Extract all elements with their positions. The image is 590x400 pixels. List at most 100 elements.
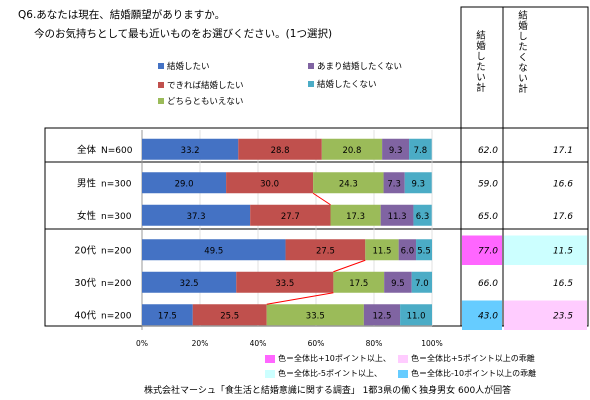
bar-segment [226, 172, 314, 194]
want-total-header: 結婚したい計 [474, 30, 485, 93]
want-total-highlight [462, 300, 502, 330]
bar-segment [413, 204, 432, 226]
note-label: 色＝全体比-5ポイント以上、 [278, 369, 382, 378]
category-n-label: n=300 [101, 212, 132, 222]
bar-value-label: 6.3 [416, 212, 430, 222]
note-swatch [398, 354, 408, 363]
x-tick-label: 40% [250, 339, 267, 348]
bar-segment [250, 204, 331, 226]
want-total-value: 65.0 [478, 212, 498, 222]
bar-value-label: 28.8 [271, 146, 290, 156]
x-tick-label: 80% [366, 339, 383, 348]
not-want-total-value: 17.6 [553, 212, 573, 222]
bar-segment [409, 138, 432, 160]
bar-segment [330, 204, 381, 226]
bar-value-label: 6.0 [401, 246, 415, 256]
not-want-total-value: 16.6 [553, 179, 573, 189]
bar-value-label: 11.5 [373, 246, 392, 256]
bar-segment [192, 304, 267, 326]
x-tick-label: 60% [308, 339, 325, 348]
bar-segment [383, 172, 405, 194]
bar-value-label: 5.5 [417, 246, 431, 256]
not-want-total-value: 17.1 [553, 146, 573, 156]
not-want-total-highlight [504, 235, 587, 265]
x-tick-label: 100% [421, 339, 442, 348]
x-tick-label: 0% [136, 339, 148, 348]
highlight-note: 色＝全体比+10ポイント以上、 [265, 353, 391, 364]
bar-value-label: 17.5 [349, 279, 368, 289]
bar-segment [313, 172, 384, 194]
bar-value-label: 7.8 [414, 146, 428, 156]
bar-value-label: 9.3 [389, 146, 403, 156]
bar-value-label: 7.3 [387, 179, 401, 189]
want-total-value: 59.0 [478, 179, 498, 189]
highlight-note: 色＝全体比-5ポイント以上、 [265, 368, 382, 379]
bar-segment [321, 138, 383, 160]
category-group-label: 男性 [77, 177, 97, 189]
bar-value-label: 12.5 [373, 311, 392, 321]
bar-segment [380, 204, 414, 226]
highlight-note: 色＝全体比-10ポイント以上の乖離 [398, 368, 536, 379]
bar-segment [384, 271, 412, 293]
want-total-value: 77.0 [478, 246, 498, 256]
bar-value-label: 37.3 [187, 212, 206, 222]
bar-value-label: 11.0 [407, 311, 426, 321]
want-total-connector [266, 292, 334, 305]
question-title: Q6.あなたは現在、結婚願望がありますか。 [18, 9, 226, 21]
bar-segment [416, 239, 432, 261]
bar-segment [411, 271, 432, 293]
bar-segment [142, 271, 237, 293]
bar-segment [142, 304, 193, 326]
bar-value-label: 9.3 [411, 179, 425, 189]
want-total-value: 43.0 [478, 311, 498, 321]
highlight-note: 色＝全体比+5ポイント以上の乖離 [398, 353, 535, 364]
note-label: 色＝全体比-10ポイント以上の乖離 [411, 369, 537, 378]
bar-segment [404, 172, 432, 194]
category-n-label: N=600 [101, 146, 133, 156]
bar-value-label: 49.5 [204, 246, 223, 256]
category-group-label: 40代 [74, 310, 96, 321]
bar-segment [266, 304, 364, 326]
note-swatch [265, 354, 275, 363]
bar-segment [365, 239, 399, 261]
bar-segment [285, 239, 366, 261]
bar-value-label: 33.5 [275, 279, 294, 289]
bar-segment [142, 204, 251, 226]
bar-value-label: 29.0 [175, 179, 194, 189]
category-n-label: n=200 [101, 246, 132, 256]
note-swatch [398, 369, 408, 378]
bar-value-label: 33.5 [306, 311, 325, 321]
category-group-label: 20代 [74, 245, 96, 256]
question-instruction: 今のお気持ちとして最も近いものをお選びください。(1つ選択) [34, 28, 333, 40]
not-want-total-value: 11.5 [553, 246, 573, 256]
note-swatch [265, 369, 275, 378]
not-want-total-value: 16.5 [553, 279, 573, 289]
source-footer: 株式会社マーシュ「食生活と結婚意識に関する調査」 1都3県の働く独身男女 600… [144, 386, 512, 396]
want-total-value: 66.0 [478, 279, 498, 289]
category-group-label: 全体 [77, 144, 97, 156]
bar-value-label: 30.0 [260, 179, 279, 189]
bar-segment [142, 172, 227, 194]
category-group-label: 女性 [77, 210, 97, 222]
want-total-highlight [462, 235, 502, 265]
bar-segment [238, 138, 322, 160]
note-label: 色＝全体比+10ポイント以上、 [278, 354, 391, 363]
bar-segment [382, 138, 410, 160]
bar-segment [142, 239, 286, 261]
bar-value-label: 11.3 [388, 212, 407, 222]
want-total-connector [312, 192, 331, 206]
bar-segment [142, 138, 239, 160]
bar-value-label: 7.0 [415, 279, 429, 289]
bar-value-label: 32.5 [180, 279, 199, 289]
not-want-total-highlight [504, 300, 587, 330]
category-n-label: n=300 [101, 179, 132, 189]
x-tick-label: 20% [192, 339, 209, 348]
bar-segment [333, 271, 385, 293]
bar-value-label: 17.3 [346, 212, 365, 222]
bar-value-label: 24.3 [339, 179, 358, 189]
want-total-connector [333, 259, 366, 273]
category-group-label: 30代 [74, 278, 96, 289]
not-want-total-header: 結婚したくない計 [516, 10, 527, 94]
want-total-value: 62.0 [478, 146, 498, 156]
